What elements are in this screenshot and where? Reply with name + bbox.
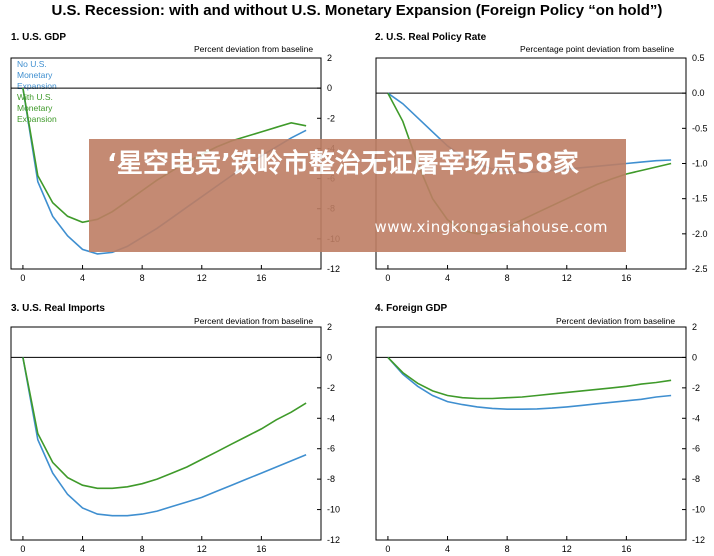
series-line-no-expansion xyxy=(22,357,307,517)
x-tick-label: 8 xyxy=(505,544,510,554)
x-tick-label: 12 xyxy=(197,273,207,283)
x-tick-label: 0 xyxy=(385,544,390,554)
x-tick-label: 0 xyxy=(385,273,390,283)
y-tick-label: 2 xyxy=(692,322,697,332)
y-tick-label: 0.0 xyxy=(692,88,705,98)
overlay-headline: ‘星空电竞’铁岭市整治无证屠宰场点58家 xyxy=(107,149,579,179)
y-tick-label: 0 xyxy=(327,83,332,93)
unit-label: Percent deviation from baseline xyxy=(194,44,314,54)
x-tick-label: 4 xyxy=(80,544,85,554)
chart-title: 3. U.S. Real Imports xyxy=(11,303,105,314)
y-tick-label: -2.0 xyxy=(692,229,708,239)
x-tick-label: 8 xyxy=(505,273,510,283)
series-line-no-expansion xyxy=(387,356,672,410)
unit-label: Percent deviation from baseline xyxy=(194,316,314,326)
y-tick-label: -12 xyxy=(327,264,340,274)
page-title: U.S. Recession: with and without U.S. Mo… xyxy=(51,2,663,19)
y-tick-label: -10 xyxy=(327,505,340,515)
y-tick-label: -2 xyxy=(692,383,700,393)
y-tick-label: -12 xyxy=(327,535,340,545)
y-tick-label: -12 xyxy=(692,535,705,545)
y-tick-label: -1.0 xyxy=(692,159,708,169)
x-tick-label: 4 xyxy=(445,273,450,283)
y-tick-label: -6 xyxy=(327,444,335,454)
x-tick-label: 4 xyxy=(80,273,85,283)
watermark-overlay: ‘星空电竞’铁岭市整治无证屠宰场点58家 www.xingkongasiahou… xyxy=(89,139,626,252)
x-tick-label: 16 xyxy=(256,273,266,283)
legend-no-expansion: No U.S. Monetary Expansion xyxy=(17,59,57,91)
y-tick-label: 0.5 xyxy=(692,53,705,63)
x-tick-label: 0 xyxy=(20,544,25,554)
y-tick-label: -8 xyxy=(692,474,700,484)
series-line-with-expansion xyxy=(387,356,672,400)
x-tick-label: 12 xyxy=(562,544,572,554)
y-tick-label: -2 xyxy=(327,113,335,123)
y-tick-label: -10 xyxy=(692,505,705,515)
legend: No U.S. Monetary Expansion With U.S. Mon… xyxy=(17,59,57,125)
x-tick-label: 12 xyxy=(562,273,572,283)
x-tick-label: 8 xyxy=(140,544,145,554)
plot-frame xyxy=(375,326,687,541)
y-tick-label: 2 xyxy=(327,53,332,63)
chart-title: 2. U.S. Real Policy Rate xyxy=(375,32,487,43)
y-tick-label: 0 xyxy=(692,352,697,362)
x-tick-label: 12 xyxy=(197,544,207,554)
y-tick-label: -2.5 xyxy=(692,264,708,274)
plot-frame xyxy=(10,326,322,541)
y-tick-label: -6 xyxy=(692,444,700,454)
y-tick-label: 0 xyxy=(327,352,332,362)
x-tick-label: 16 xyxy=(621,544,631,554)
legend-with-expansion: With U.S. Monetary Expansion xyxy=(17,92,57,124)
x-tick-label: 16 xyxy=(621,273,631,283)
overlay-url: www.xingkongasiahouse.com xyxy=(374,218,608,236)
x-tick-label: 0 xyxy=(20,273,25,283)
chart-title: 4. Foreign GDP xyxy=(375,303,448,314)
chart-title: 1. U.S. GDP xyxy=(11,32,67,43)
x-tick-label: 8 xyxy=(140,273,145,283)
y-tick-label: -8 xyxy=(327,474,335,484)
y-tick-label: -1.5 xyxy=(692,194,708,204)
y-tick-label: -4 xyxy=(692,413,700,423)
unit-label: Percent deviation from baseline xyxy=(556,316,676,326)
y-tick-label: -4 xyxy=(327,413,335,423)
series-line-with-expansion xyxy=(22,357,307,490)
y-tick-label: -0.5 xyxy=(692,123,708,133)
unit-label: Percentage point deviation from baseline xyxy=(520,44,675,54)
x-tick-label: 4 xyxy=(445,544,450,554)
y-tick-label: 2 xyxy=(327,322,332,332)
x-tick-label: 16 xyxy=(256,544,266,554)
y-tick-label: -2 xyxy=(327,383,335,393)
